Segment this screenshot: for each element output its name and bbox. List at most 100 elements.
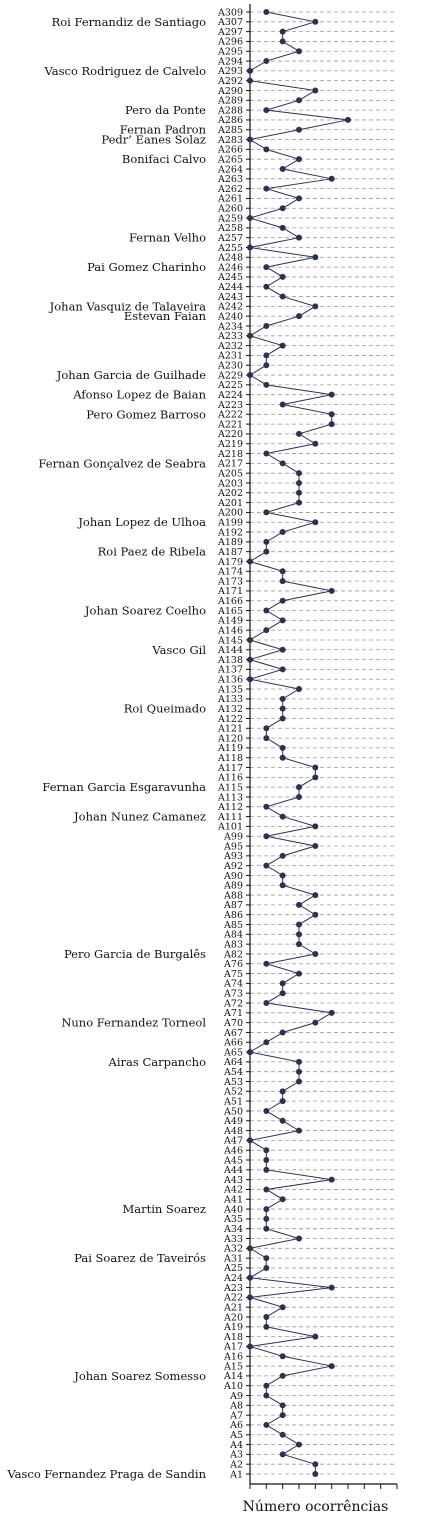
data-point: [296, 1127, 302, 1134]
y-tick-label: A74: [223, 979, 243, 990]
y-tick-label: A88: [223, 890, 243, 901]
data-point: [263, 1186, 270, 1193]
y-tick-label: A51: [223, 1096, 243, 1107]
data-point: [312, 440, 319, 447]
y-tick-label: A145: [217, 635, 243, 646]
data-point: [296, 1441, 302, 1448]
poet-annotation: Roi Queimado: [124, 702, 206, 716]
data-point: [279, 1117, 286, 1124]
data-point: [312, 1461, 319, 1468]
y-tick-label: A221: [217, 419, 243, 430]
data-point: [296, 931, 302, 938]
poet-annotation: Pedr’ Eanes Solaz: [101, 133, 206, 147]
data-point: [312, 911, 319, 918]
y-tick-label: A231: [217, 351, 243, 362]
y-tick-label: A135: [217, 684, 243, 695]
y-tick-label: A146: [217, 625, 243, 636]
y-tick-label: A83: [223, 939, 243, 950]
y-tick-label: A7: [229, 1410, 243, 1421]
y-tick-label: A266: [217, 145, 243, 156]
data-point: [279, 1412, 286, 1419]
data-point: [296, 1078, 302, 1085]
data-point: [279, 852, 286, 859]
y-tick-label: A189: [217, 537, 243, 548]
y-tick-labels: A309A307A297A296A295A294A293A292A290A289…: [217, 7, 243, 1480]
y-tick-label: A10: [223, 1381, 243, 1392]
data-point: [279, 1402, 286, 1409]
data-point: [279, 980, 286, 987]
y-tick-label: A202: [217, 488, 243, 499]
data-point: [279, 1451, 286, 1458]
data-point: [263, 607, 270, 614]
y-tick-label: A1: [229, 1469, 243, 1480]
poet-annotation: Pero Garcia de Burgalês: [64, 947, 206, 961]
y-tick-label: A53: [223, 1077, 243, 1088]
data-point: [328, 1176, 335, 1183]
y-tick-label: A84: [223, 930, 243, 941]
poet-annotation: Vasco Fernandez Praga de Sandin: [6, 1467, 206, 1481]
data-point: [312, 303, 319, 310]
data-point: [263, 264, 270, 271]
data-point: [279, 705, 286, 712]
poet-annotations: Roi Fernandiz de Santiago Vasco Rodriguez…: [6, 15, 206, 1481]
data-point: [345, 116, 351, 123]
data-point: [312, 87, 319, 94]
y-tick-label: A199: [217, 518, 243, 529]
y-tick-label: A263: [217, 174, 243, 185]
data-point: [247, 558, 253, 565]
data-point: [263, 58, 270, 65]
data-point: [247, 136, 253, 143]
data-point: [263, 1166, 270, 1173]
data-point: [312, 892, 319, 899]
data-point: [296, 1058, 302, 1065]
data-point: [263, 283, 270, 290]
y-tick-label: A192: [217, 527, 243, 538]
y-tick-label: A90: [223, 871, 243, 882]
y-tick-label: A295: [217, 47, 243, 58]
poet-annotation: Bonifaci Calvo: [122, 152, 206, 166]
data-point: [279, 872, 286, 879]
data-point: [296, 784, 302, 791]
poet-annotation: Johan Nunez Camanez: [73, 810, 206, 824]
y-tick-label: A234: [217, 321, 243, 332]
poet-annotation: Fernan Garcia Esgaravunha: [42, 780, 206, 794]
data-point: [247, 656, 253, 663]
data-point: [279, 1372, 286, 1379]
data-point: [263, 9, 270, 15]
y-tick-label: A220: [217, 429, 243, 440]
data-point: [247, 67, 253, 74]
y-tick-label: A133: [217, 694, 243, 705]
y-tick-label: A75: [223, 969, 243, 980]
data-point: [279, 597, 286, 604]
y-tick-label: A14: [223, 1371, 243, 1382]
y-tick-label: A309: [217, 7, 243, 18]
poet-annotation: Afonso Lopez de Baian: [72, 388, 206, 402]
y-tick-label: A136: [217, 675, 243, 686]
y-tick-label: A144: [217, 645, 243, 656]
y-tick-label: A45: [223, 1155, 243, 1166]
series: [247, 9, 351, 1477]
data-point: [296, 126, 302, 133]
data-point: [279, 205, 286, 212]
y-tick-label: A122: [217, 714, 243, 725]
y-tick-label: A112: [217, 802, 243, 813]
y-tick-label: A297: [217, 27, 243, 38]
poet-annotation: Pero da Ponte: [125, 103, 206, 117]
data-point: [279, 342, 286, 349]
y-tick-label: A286: [217, 115, 243, 126]
y-tick-label: A76: [223, 959, 243, 970]
poet-annotation: Fernan Gonçalvez de Seabra: [38, 456, 206, 470]
y-tick-label: A248: [217, 253, 243, 264]
data-point: [263, 833, 270, 840]
y-tick-label: A34: [223, 1224, 243, 1235]
data-point: [263, 1039, 270, 1046]
data-point: [263, 362, 270, 369]
y-tick-label: A33: [223, 1234, 243, 1245]
y-tick-label: A174: [217, 567, 243, 578]
data-point: [279, 401, 286, 408]
data-point: [296, 195, 302, 202]
data-point: [263, 450, 270, 457]
y-tick-label: A21: [223, 1302, 243, 1313]
y-tick-label: A243: [217, 292, 243, 303]
data-point: [312, 519, 319, 526]
